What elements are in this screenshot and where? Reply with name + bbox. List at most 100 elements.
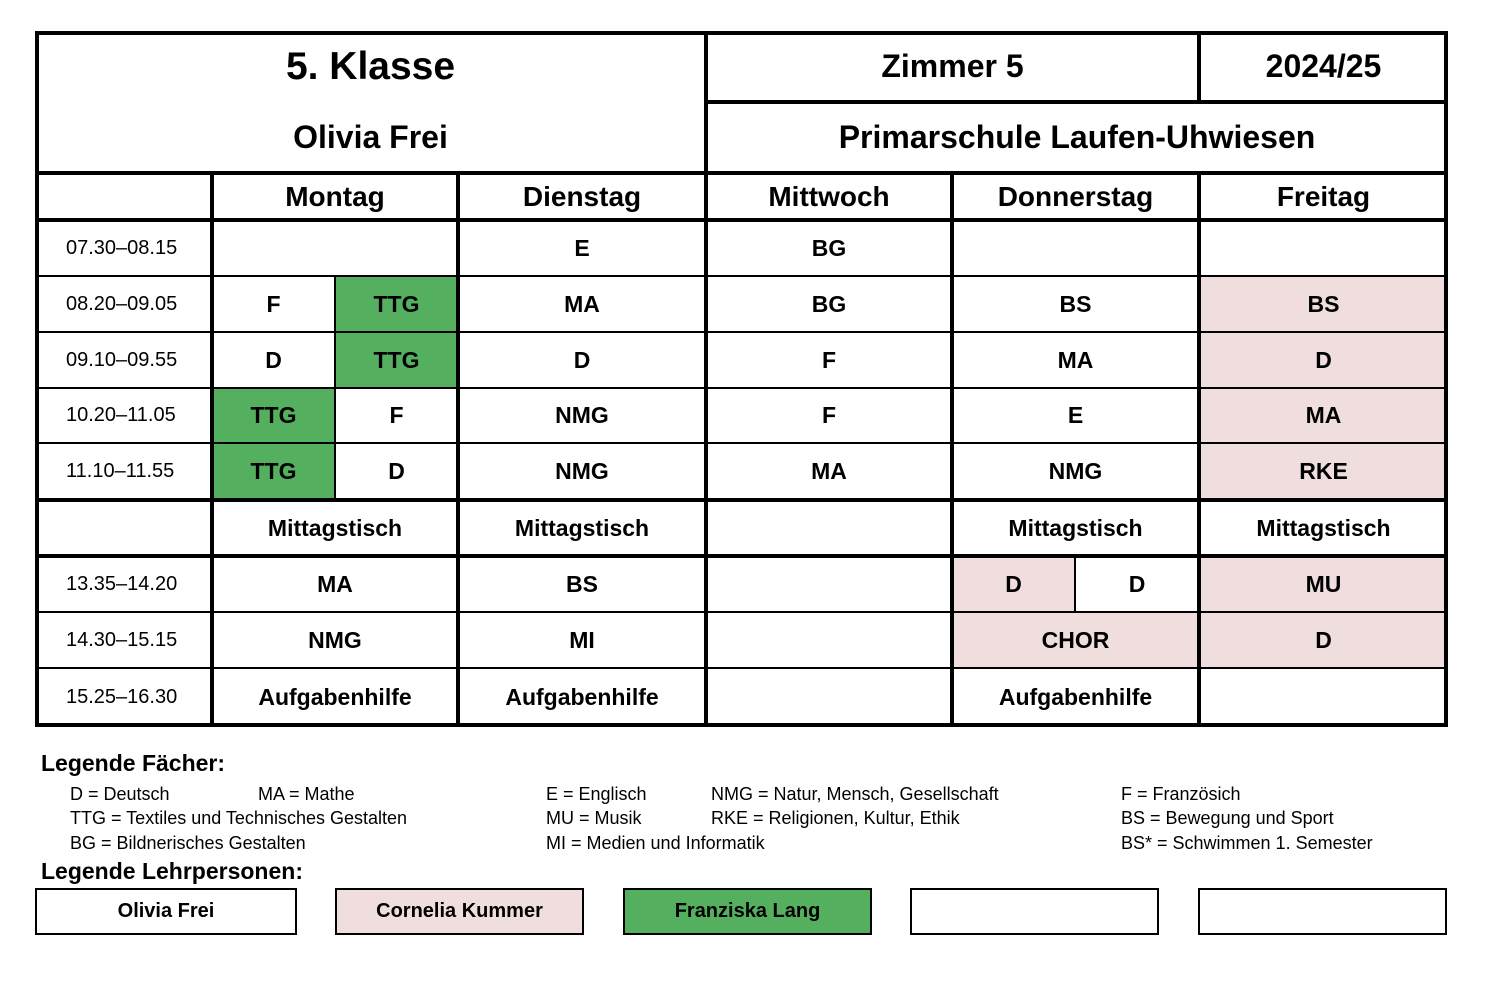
grid-line [35, 331, 1448, 333]
school-year: 2024/25 [1265, 48, 1382, 84]
lesson-cell: Aufgabenhilfe [505, 684, 659, 710]
grid-line [456, 173, 460, 727]
lesson-cell: F [821, 402, 837, 428]
grid-line [35, 171, 1448, 175]
grid-line [35, 611, 1448, 613]
grid-line [1197, 31, 1201, 102]
lesson-cell: BS [1199, 276, 1448, 332]
lesson-cell: RKE [1199, 443, 1448, 500]
grid-line [706, 100, 1448, 104]
teacher-legend-box: Olivia Frei [35, 888, 297, 935]
lesson-cell: D [952, 556, 1075, 612]
subjects-legend-title: Legende Fächer: [41, 750, 226, 776]
lesson-cell: D [1128, 570, 1146, 597]
lunch-cell: Mittagstisch [267, 514, 403, 541]
time-slot: 07.30–08.15 [66, 236, 178, 259]
lesson-cell: D [573, 346, 591, 373]
lesson-cell: F [266, 290, 281, 317]
time-slot: 14.30–15.15 [66, 628, 178, 651]
time-slot: 13.35–14.20 [66, 572, 178, 595]
grid-line [950, 173, 954, 727]
grid-line [35, 498, 1448, 502]
grid-line [1197, 173, 1201, 727]
grid-line [35, 554, 1448, 558]
lesson-cell: D [388, 458, 405, 484]
day-header-freitag: Freitag [1276, 180, 1371, 212]
grid-line [35, 387, 1448, 389]
lesson-cell: F [389, 402, 404, 428]
lesson-cell [952, 220, 1199, 276]
day-header-dienstag: Dienstag [522, 180, 642, 212]
legend-item: BG = Bildnerisches Gestalten [70, 833, 306, 853]
grid-line [35, 667, 1448, 669]
lesson-cell: Aufgabenhilfe [998, 684, 1153, 710]
teacher-legend-box: Franziska Lang [623, 888, 872, 935]
grid-line [35, 31, 39, 727]
lesson-cell [706, 612, 952, 668]
lesson-cell: D [265, 346, 282, 373]
lesson-cell: MU [1199, 556, 1448, 612]
lesson-cell: D [1199, 612, 1448, 668]
school-name: Primarschule Laufen-Uhwiesen [838, 119, 1316, 155]
lunch-cell [706, 500, 952, 556]
grid-line [35, 275, 1448, 277]
lesson-cell: E [1067, 402, 1084, 428]
grid-line [334, 276, 336, 500]
legend-item: MI = Medien und Informatik [546, 833, 765, 853]
legend-item: RKE = Religionen, Kultur, Ethik [711, 808, 960, 828]
lesson-cell: Aufgabenhilfe [258, 684, 412, 710]
lunch-cell: Mittagstisch [514, 514, 650, 541]
lesson-cell [1199, 668, 1448, 727]
legend-item: MA = Mathe [258, 784, 355, 804]
lesson-cell: NMG [308, 626, 362, 653]
lesson-cell: F [821, 346, 837, 373]
time-slot: 10.20–11.05 [66, 404, 176, 426]
grid-line [704, 173, 708, 727]
lesson-cell: BG [811, 234, 847, 261]
legend-item: MU = Musik [546, 808, 642, 828]
lesson-cell: MA [317, 570, 353, 597]
lesson-cell: NMG [1048, 458, 1103, 484]
legend-item: D = Deutsch [70, 784, 170, 804]
lesson-cell: D [1199, 332, 1448, 388]
time-slot: 11.10–11.55 [66, 460, 175, 482]
lesson-cell: TTG [212, 388, 335, 443]
grid-line [35, 442, 1448, 444]
grid-line [35, 31, 1448, 35]
lunch-cell: Mittagstisch [1008, 514, 1143, 541]
legend-item: E = Englisch [546, 784, 647, 804]
lesson-cell: MA [1199, 388, 1448, 443]
legend-item: TTG = Textiles und Technisches Gestalten [70, 808, 408, 828]
lesson-cell: BG [811, 290, 847, 317]
lesson-cell: TTG [212, 443, 335, 500]
lesson-cell: MA [564, 290, 600, 317]
lunch-cell: Mittagstisch [1256, 514, 1391, 541]
timetable: 5. Klasse Olivia Frei Zimmer 5 2024/25 P… [35, 31, 1448, 727]
time-slot: 15.25–16.30 [66, 686, 178, 708]
class-title: 5. Klasse [285, 44, 456, 88]
day-header-mittwoch: Mittwoch [768, 180, 890, 212]
lesson-cell: TTG [335, 332, 458, 388]
day-header-donnerstag: Donnerstag [997, 180, 1154, 212]
teacher-legend-box [1198, 888, 1447, 935]
grid-line [210, 173, 214, 727]
teachers-legend-title: Legende Lehrpersonen: [41, 858, 303, 884]
lesson-cell: NMG [555, 458, 609, 484]
time-slot: 09.10–09.55 [66, 348, 178, 371]
lesson-cell: TTG [335, 276, 458, 332]
room-label: Zimmer 5 [881, 48, 1024, 84]
grid-line [35, 723, 1448, 727]
lesson-cell: NMG [555, 402, 609, 428]
grid-line [35, 218, 1448, 222]
day-header-montag: Montag [285, 180, 385, 212]
lesson-cell [706, 668, 952, 727]
lesson-cell [1199, 220, 1448, 276]
lesson-cell: MA [811, 458, 847, 484]
time-slot [35, 500, 212, 556]
lesson-cell: E [574, 234, 590, 261]
lesson-cell: BS [1059, 290, 1092, 317]
legend-item: BS = Bewegung und Sport [1121, 808, 1334, 828]
teacher-name: Olivia Frei [293, 119, 448, 155]
legend-item: BS* = Schwimmen 1. Semester [1121, 833, 1373, 853]
lesson-cell: MI [569, 626, 595, 653]
